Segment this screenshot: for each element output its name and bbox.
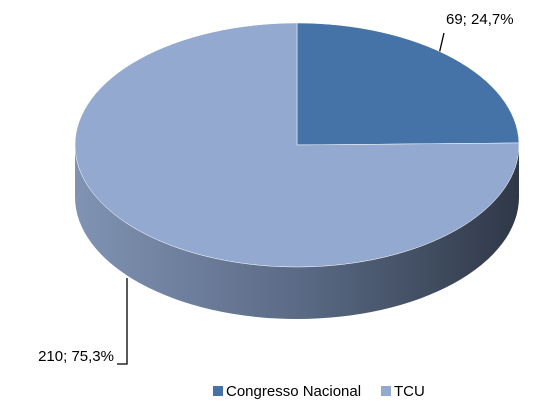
legend-swatch — [381, 386, 391, 396]
pie-tops — [74, 22, 520, 268]
legend-swatch — [213, 386, 223, 396]
pie-sides — [75, 145, 519, 319]
pie-slice — [74, 22, 520, 268]
pie-slice — [296, 22, 520, 146]
legend-label: TCU — [394, 383, 425, 400]
data-label: 210; 75,3% — [38, 348, 114, 365]
data-label: 69; 24,7% — [446, 11, 514, 28]
legend-label: Congresso Nacional — [226, 383, 361, 400]
leader-line — [117, 278, 128, 365]
pie-side — [75, 145, 519, 319]
